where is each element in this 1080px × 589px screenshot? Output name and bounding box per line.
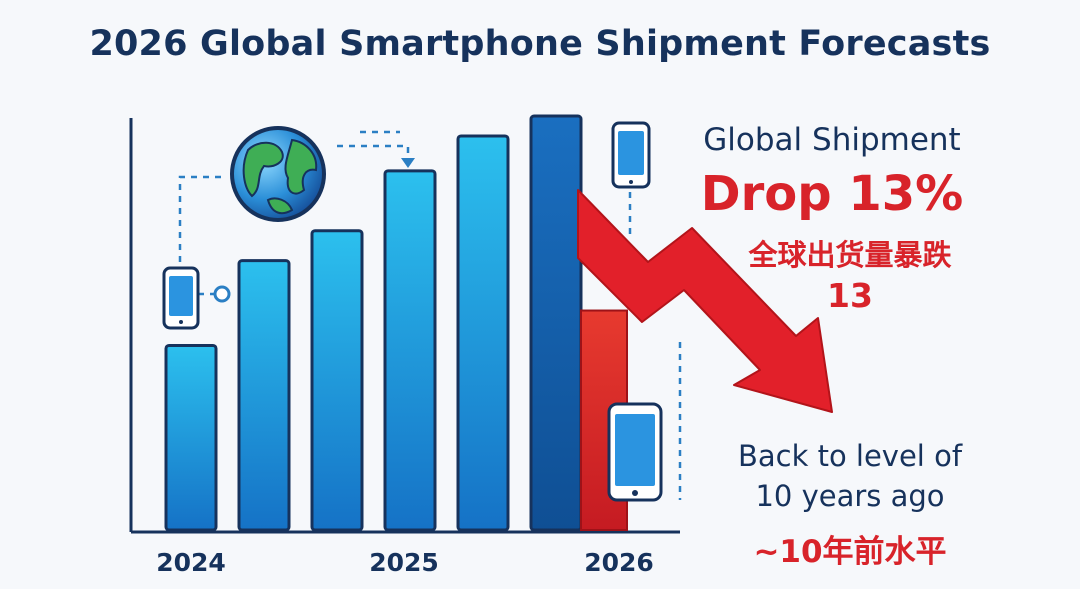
x-tick-label: 2025 (369, 548, 439, 577)
bar-6 (529, 114, 583, 532)
annotation-chinese-drop: 全球出货量暴跌 (748, 238, 952, 272)
x-tick-label: 2026 (584, 548, 654, 577)
globe-icon (230, 126, 326, 222)
dashed-arrow-head (401, 158, 415, 168)
annotation-back-line1: Back to level of (737, 439, 963, 473)
annotation-chinese-number: 13 (827, 276, 873, 315)
chart-title: 2026 Global Smartphone Shipment Forecast… (89, 24, 991, 64)
annotation-drop-percent: Drop 13% (700, 166, 964, 222)
annotation-global-shipment: Global Shipment (703, 122, 961, 158)
smartphone-icon (611, 121, 651, 189)
x-tick-label: 2024 (156, 548, 226, 577)
annotation-back-to-level: Back to level of 10 years ago (700, 436, 1000, 516)
bar-5 (456, 134, 510, 532)
smartphone-icon (162, 266, 200, 330)
connector-dot (213, 285, 231, 303)
smartphone-icon (607, 402, 663, 502)
bar-2 (237, 259, 291, 532)
annotation-back-line2: 10 years ago (755, 479, 945, 513)
decline-arrow (577, 189, 833, 413)
dashed-connectors (178, 130, 682, 500)
bar-3 (310, 229, 364, 532)
x-tick-labels: 2024 2025 2026 (156, 548, 654, 577)
annotation-chinese-level: ~10年前水平 (753, 534, 947, 570)
bar-4 (383, 169, 437, 532)
bar-1 (164, 343, 218, 532)
